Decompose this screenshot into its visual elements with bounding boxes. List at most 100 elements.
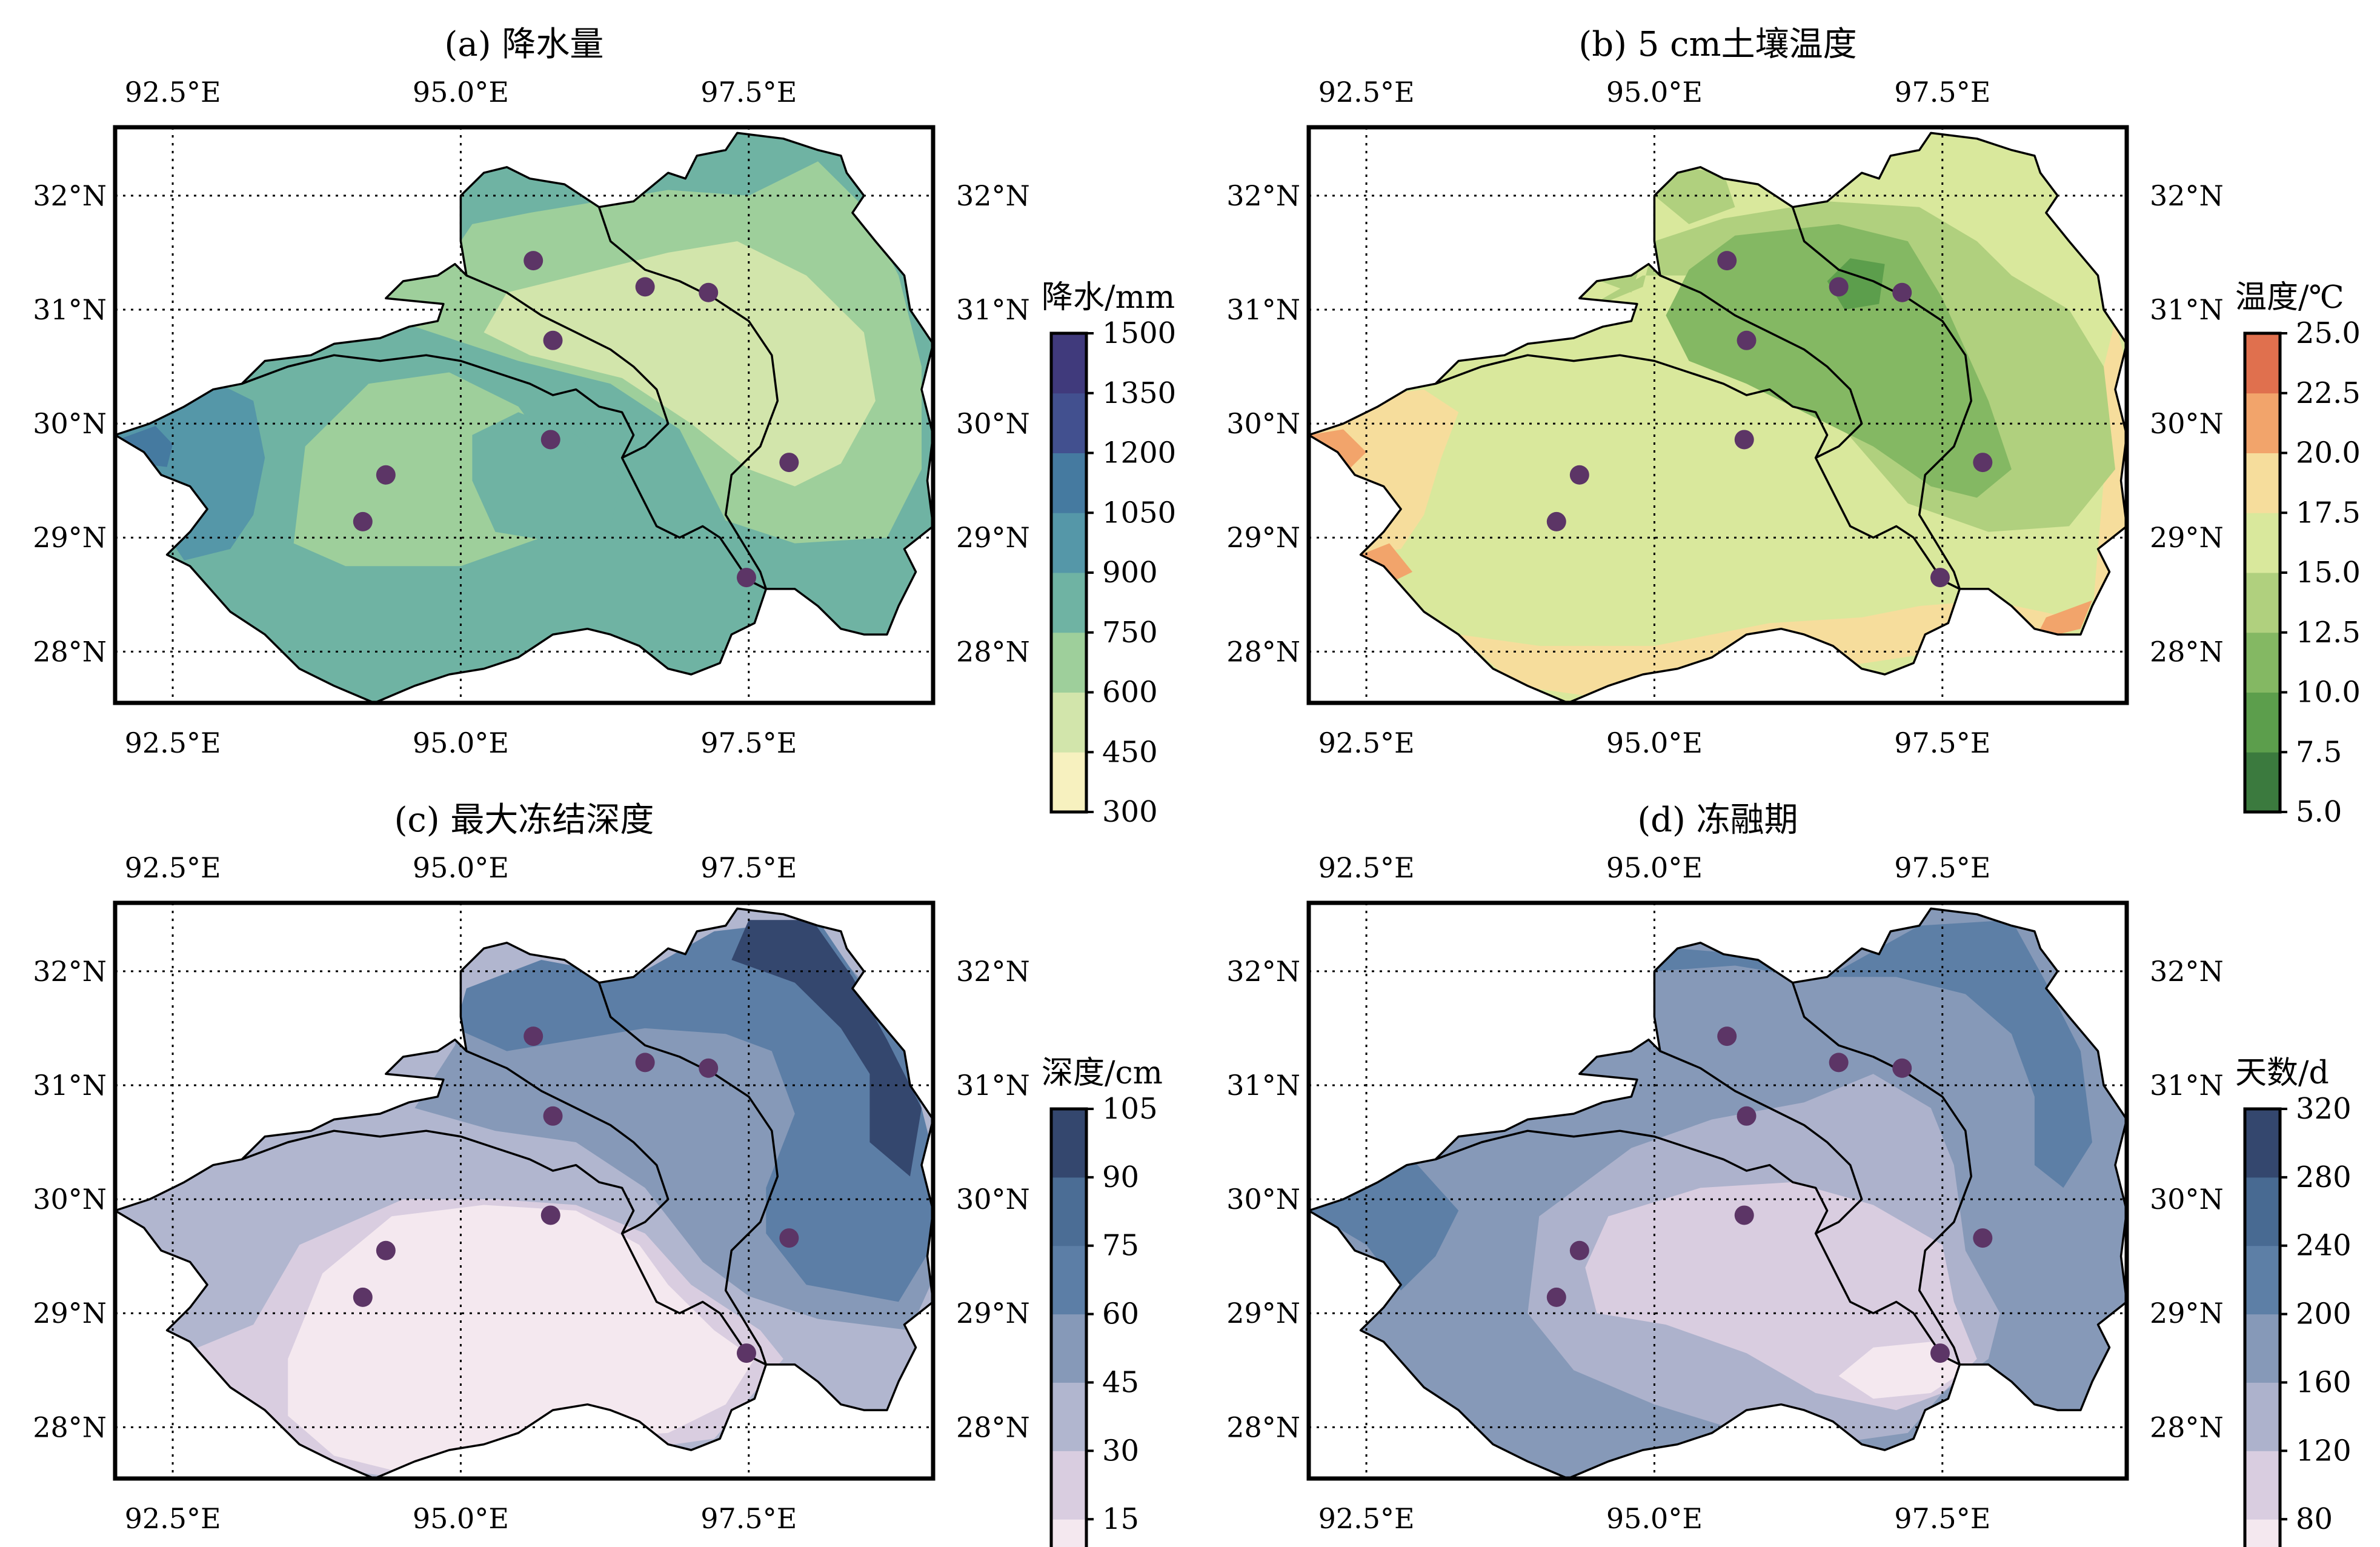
station-marker [353,511,373,531]
lon-tick-label-top: 95.0°E [1606,851,1703,884]
colorbar-segment [1051,1245,1086,1315]
lon-tick-label-top: 95.0°E [413,76,509,108]
lat-tick-label-right: 32°N [956,955,1030,988]
contour-band [454,920,933,1302]
colorbar-title: 天数/d [2235,1055,2329,1091]
internal-boundary [1791,982,1973,1365]
lat-tick-label-right: 31°N [956,1069,1030,1102]
colorbar-tick-label: 75 [1102,1229,1139,1263]
lat-tick-label-left: 28°N [1226,1411,1300,1443]
lat-tick-label-left: 29°N [1226,521,1300,554]
colorbar-tick-label: 17.5 [2296,496,2361,530]
station-marker [540,1205,560,1225]
station-marker [543,330,563,350]
colorbar-frame [1049,1107,1088,1547]
lat-tick-label-right: 30°N [956,407,1030,440]
station-marker [524,251,543,271]
lat-tick-label-right: 30°N [956,1183,1030,1216]
lat-tick-label-left: 31°N [1226,1069,1300,1102]
colorbar-segment [2245,752,2280,813]
lon-tick-label-bottom: 95.0°E [1606,727,1703,759]
lon-tick-label-bottom: 92.5°E [125,1502,221,1535]
colorbar-segment [2245,1519,2280,1547]
colorbar: 4080120160200240280320天数/d [2235,1055,2352,1547]
colorbar-segment [2245,333,2280,394]
colorbar-tick-label: 12.5 [2296,616,2361,650]
internal-boundary [466,274,670,459]
station-marker [1546,1287,1566,1307]
internal-boundary [1791,207,1973,590]
station-marker [524,1026,543,1046]
colorbar-tick-label: 22.5 [2296,376,2361,410]
colorbar-tick-label: 10.0 [2296,676,2361,710]
lon-tick-label-top: 97.5°E [700,76,797,108]
colorbar-segment [1051,752,1086,813]
lon-tick-label-bottom: 95.0°E [1606,1502,1703,1535]
lat-tick-label-left: 31°N [33,293,107,326]
station-marker [353,1287,373,1307]
colorbar-tick-label: 450 [1102,735,1158,769]
station-marker [1737,1106,1757,1126]
contour-band [472,412,622,544]
lon-tick-label-top: 92.5°E [125,851,221,884]
colorbar-segment [1051,1382,1086,1451]
lat-tick-label-left: 32°N [33,179,107,212]
contour-band [2034,600,2092,640]
colorbar-segment [2245,453,2280,513]
colorbar-tick-label: 20.0 [2296,436,2361,470]
colorbar-segment [1051,1177,1086,1246]
internal-boundary [1660,274,1863,459]
lon-tick-label-top: 95.0°E [413,851,509,884]
lon-tick-label-top: 97.5°E [1894,851,1990,884]
station-marker [1829,277,1849,297]
station-marker [779,453,799,473]
colorbar-segment [1051,692,1086,753]
station-marker [1546,511,1566,531]
colorbar-tick-label: 1350 [1102,376,1176,410]
lat-tick-label-left: 29°N [1226,1297,1300,1329]
map-frame [113,125,936,705]
station-marker [376,1240,396,1260]
colorbar-tick-label: 7.5 [2296,735,2342,769]
colorbar-segment [2245,692,2280,753]
contour-band [731,920,922,1177]
colorbar-tick-label: 5.0 [2296,795,2342,829]
colorbar-segment [2245,632,2280,693]
contour-band [1309,389,1459,555]
colorbar-tick-label: 900 [1102,556,1158,590]
station-marker [635,277,655,297]
colorbar-segment [1051,1519,1086,1547]
colorbar-segment [2245,1245,2280,1315]
colorbar-tick-label: 600 [1102,676,1158,710]
contour-field [1309,908,2127,1479]
lat-tick-label-right: 31°N [2150,293,2224,326]
colorbar-segment [2245,1382,2280,1451]
lon-tick-label-top: 97.5°E [1894,76,1990,108]
station-marker [1737,330,1757,350]
station-marker [1930,1343,1950,1363]
lat-tick-label-right: 29°N [2150,521,2224,554]
lat-tick-label-left: 29°N [33,521,107,554]
lon-tick-label-bottom: 92.5°E [125,727,221,759]
colorbar-segment [1051,333,1086,394]
internal-boundary [597,207,779,590]
lat-tick-label-right: 32°N [956,179,1030,212]
colorbar-segment [1051,1314,1086,1383]
colorbar-tick-label: 105 [1102,1092,1158,1126]
lat-tick-label-right: 30°N [2150,1183,2224,1216]
colorbar-segment [2245,1177,2280,1246]
colorbar-segment [2245,1109,2280,1178]
lat-tick-label-left: 32°N [33,955,107,988]
internal-boundary [1660,1050,1863,1235]
colorbar-segment [2245,573,2280,633]
station-marker [1973,1228,1993,1248]
lat-tick-label-right: 29°N [956,1297,1030,1329]
colorbar-title: 深度/cm [1042,1055,1163,1091]
station-marker [1717,1026,1737,1046]
panel-title: (c) 最大冻结深度 [394,800,654,840]
colorbar-tick-label: 280 [2296,1160,2352,1194]
lon-tick-label-top: 95.0°E [1606,76,1703,108]
station-marker [699,282,719,302]
lat-tick-label-right: 32°N [2150,955,2224,988]
lat-tick-label-left: 30°N [33,407,107,440]
